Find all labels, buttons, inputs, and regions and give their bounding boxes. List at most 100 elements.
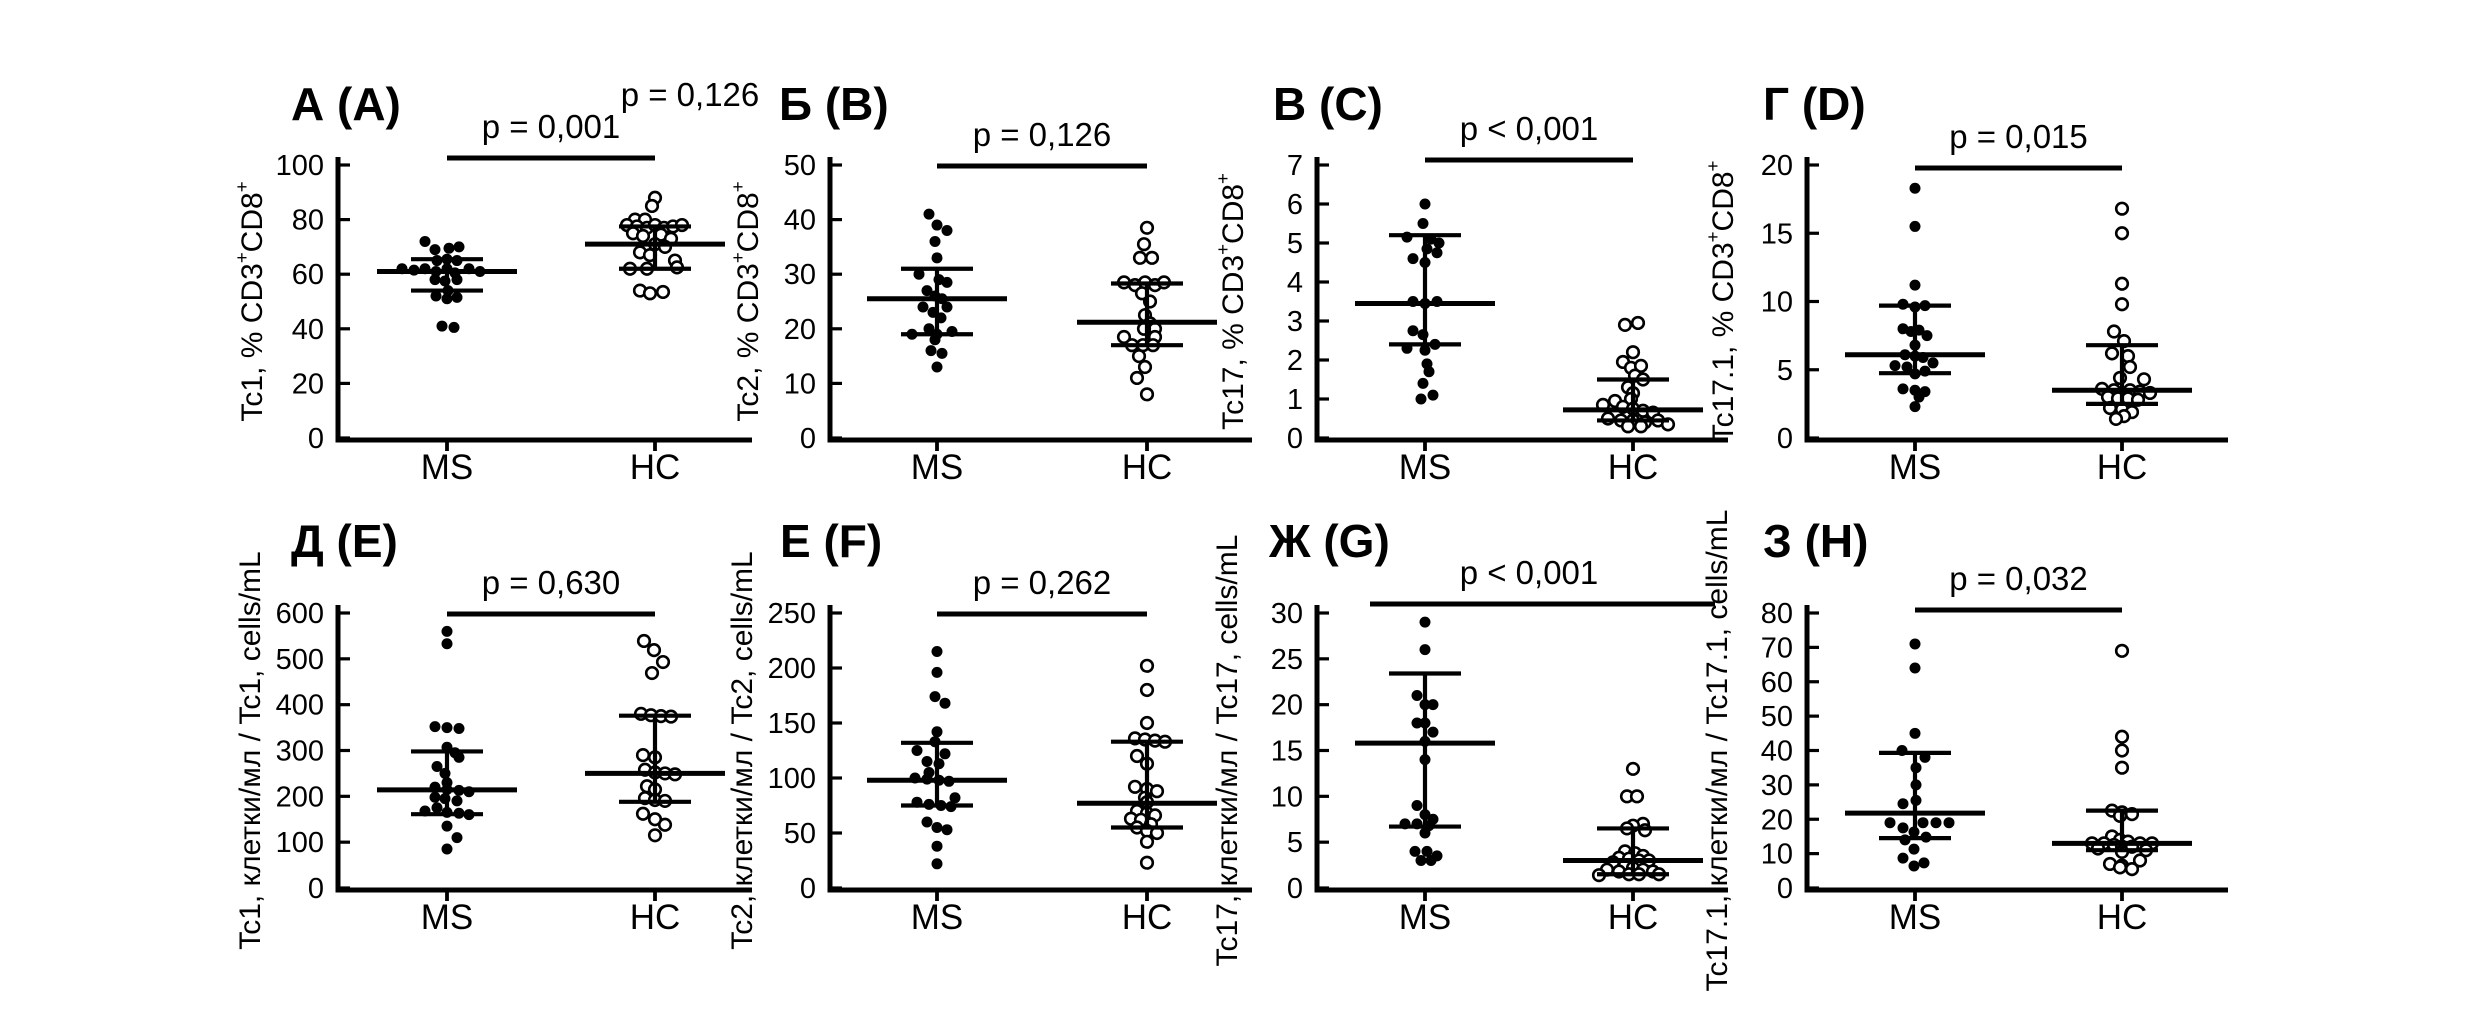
x-tick-label-ms: MS: [911, 898, 964, 937]
x-tick-label-ms: MS: [911, 448, 964, 487]
p-value-label: p = 0,630: [482, 564, 621, 601]
data-point: [1411, 690, 1423, 701]
data-point: [635, 806, 651, 821]
panel-g-chart: Ж (G) Tc17, клетки/мл / Tc17, cells/mL 0 5 1…: [1211, 515, 1728, 966]
data-point: [1139, 834, 1155, 849]
data-point: [2114, 226, 2130, 241]
data-point: [635, 747, 651, 763]
data-point: [2114, 743, 2130, 758]
y-tick-label: 0: [800, 423, 816, 455]
data-point: [419, 235, 431, 247]
data-point: [1419, 344, 1431, 356]
data-point: [1407, 253, 1419, 265]
data-point: [1116, 329, 1132, 345]
y-axis-title: Tc2, % CD3+CD8+: [727, 181, 765, 421]
data-point: [1411, 717, 1423, 729]
data-point: [1889, 360, 1901, 372]
data-point: [2106, 324, 2122, 339]
data-point: [2114, 276, 2130, 291]
y-tick-label: 5: [1777, 355, 1793, 387]
y-tick-label: 6: [1287, 189, 1303, 221]
data-point: [1144, 250, 1160, 265]
x-tick-label-ms: MS: [1889, 448, 1942, 487]
y-tick-label: 10: [784, 368, 816, 400]
y-tick-label: 7: [1287, 150, 1303, 182]
data-point: [1129, 370, 1145, 386]
data-point: [1132, 250, 1148, 265]
data-point: [647, 828, 663, 843]
data-point: [1417, 218, 1429, 229]
data-point: [921, 816, 933, 828]
y-tick-label: 150: [768, 708, 816, 740]
data-point: [453, 751, 465, 763]
y-axis-title: Tc2, клетки/мл / Tc2, cells/mL: [726, 551, 759, 949]
data-point: [1423, 366, 1435, 378]
data-point: [929, 334, 941, 346]
data-point: [949, 792, 961, 804]
panel-title: З (H): [1763, 515, 1868, 567]
series-hc: [585, 190, 725, 301]
data-point: [1419, 198, 1431, 210]
data-point: [1431, 247, 1443, 259]
x-tick-label-hc: HC: [1122, 898, 1173, 937]
y-tick-label: 10: [1761, 287, 1793, 319]
data-point: [1927, 357, 1939, 369]
data-point: [1419, 644, 1431, 656]
data-point: [2104, 346, 2120, 361]
y-tick-label: 1: [1287, 384, 1303, 416]
data-point: [1629, 789, 1645, 804]
data-point: [1415, 855, 1427, 866]
data-point: [1415, 393, 1427, 405]
data-point: [429, 244, 441, 256]
series-hc: [1563, 761, 1703, 883]
data-point: [2132, 853, 2148, 868]
y-tick-label: 20: [1271, 690, 1303, 722]
y-tick-label: 80: [1761, 598, 1793, 630]
data-point: [451, 274, 463, 286]
p-value-label: p = 0,126: [973, 116, 1112, 153]
data-point: [1129, 748, 1145, 764]
y-tick-label: 20: [784, 314, 816, 346]
y-tick-label: 200: [276, 781, 324, 813]
data-point: [931, 822, 943, 833]
series-hc: [2052, 643, 2192, 877]
data-point: [2114, 643, 2130, 658]
data-point: [1407, 325, 1419, 337]
data-point: [441, 820, 453, 832]
data-point: [1908, 843, 1920, 855]
data-point: [1921, 330, 1933, 342]
y-axis-title: Tc17.1, % CD3+CD8+: [1702, 161, 1740, 443]
y-tick-label: 20: [1761, 150, 1793, 182]
data-point: [1425, 855, 1437, 866]
series-ms: [867, 646, 1007, 870]
panel-h-chart: З (H) Tc17.1, клетки/мл / Tc17.1, cells/m…: [1701, 510, 2228, 991]
y-tick-label: 30: [1271, 598, 1303, 630]
data-point: [1617, 317, 1633, 333]
data-point: [1139, 658, 1155, 673]
y-tick-label: 80: [292, 205, 324, 237]
data-point: [936, 347, 948, 359]
data-point: [1909, 182, 1921, 194]
data-point: [941, 301, 953, 313]
data-point: [453, 723, 465, 734]
data-point: [929, 691, 941, 703]
data-point: [923, 208, 935, 220]
data-point: [931, 666, 943, 678]
data-point: [429, 274, 441, 286]
data-point: [2136, 372, 2152, 387]
x-tick-label-hc: HC: [2097, 898, 2148, 937]
data-point: [1427, 726, 1439, 738]
data-point: [2114, 201, 2130, 216]
data-point: [451, 795, 463, 807]
data-point: [939, 697, 951, 709]
data-point: [923, 323, 935, 335]
data-point: [931, 252, 943, 264]
data-point: [1897, 798, 1909, 810]
x-tick-label-hc: HC: [2097, 448, 2148, 487]
p-value-label: p = 0,262: [973, 564, 1112, 601]
data-point: [1417, 377, 1429, 389]
series-ms: [1845, 182, 1985, 413]
p-value-label: p < 0,001: [1460, 110, 1599, 147]
data-point: [931, 219, 943, 231]
